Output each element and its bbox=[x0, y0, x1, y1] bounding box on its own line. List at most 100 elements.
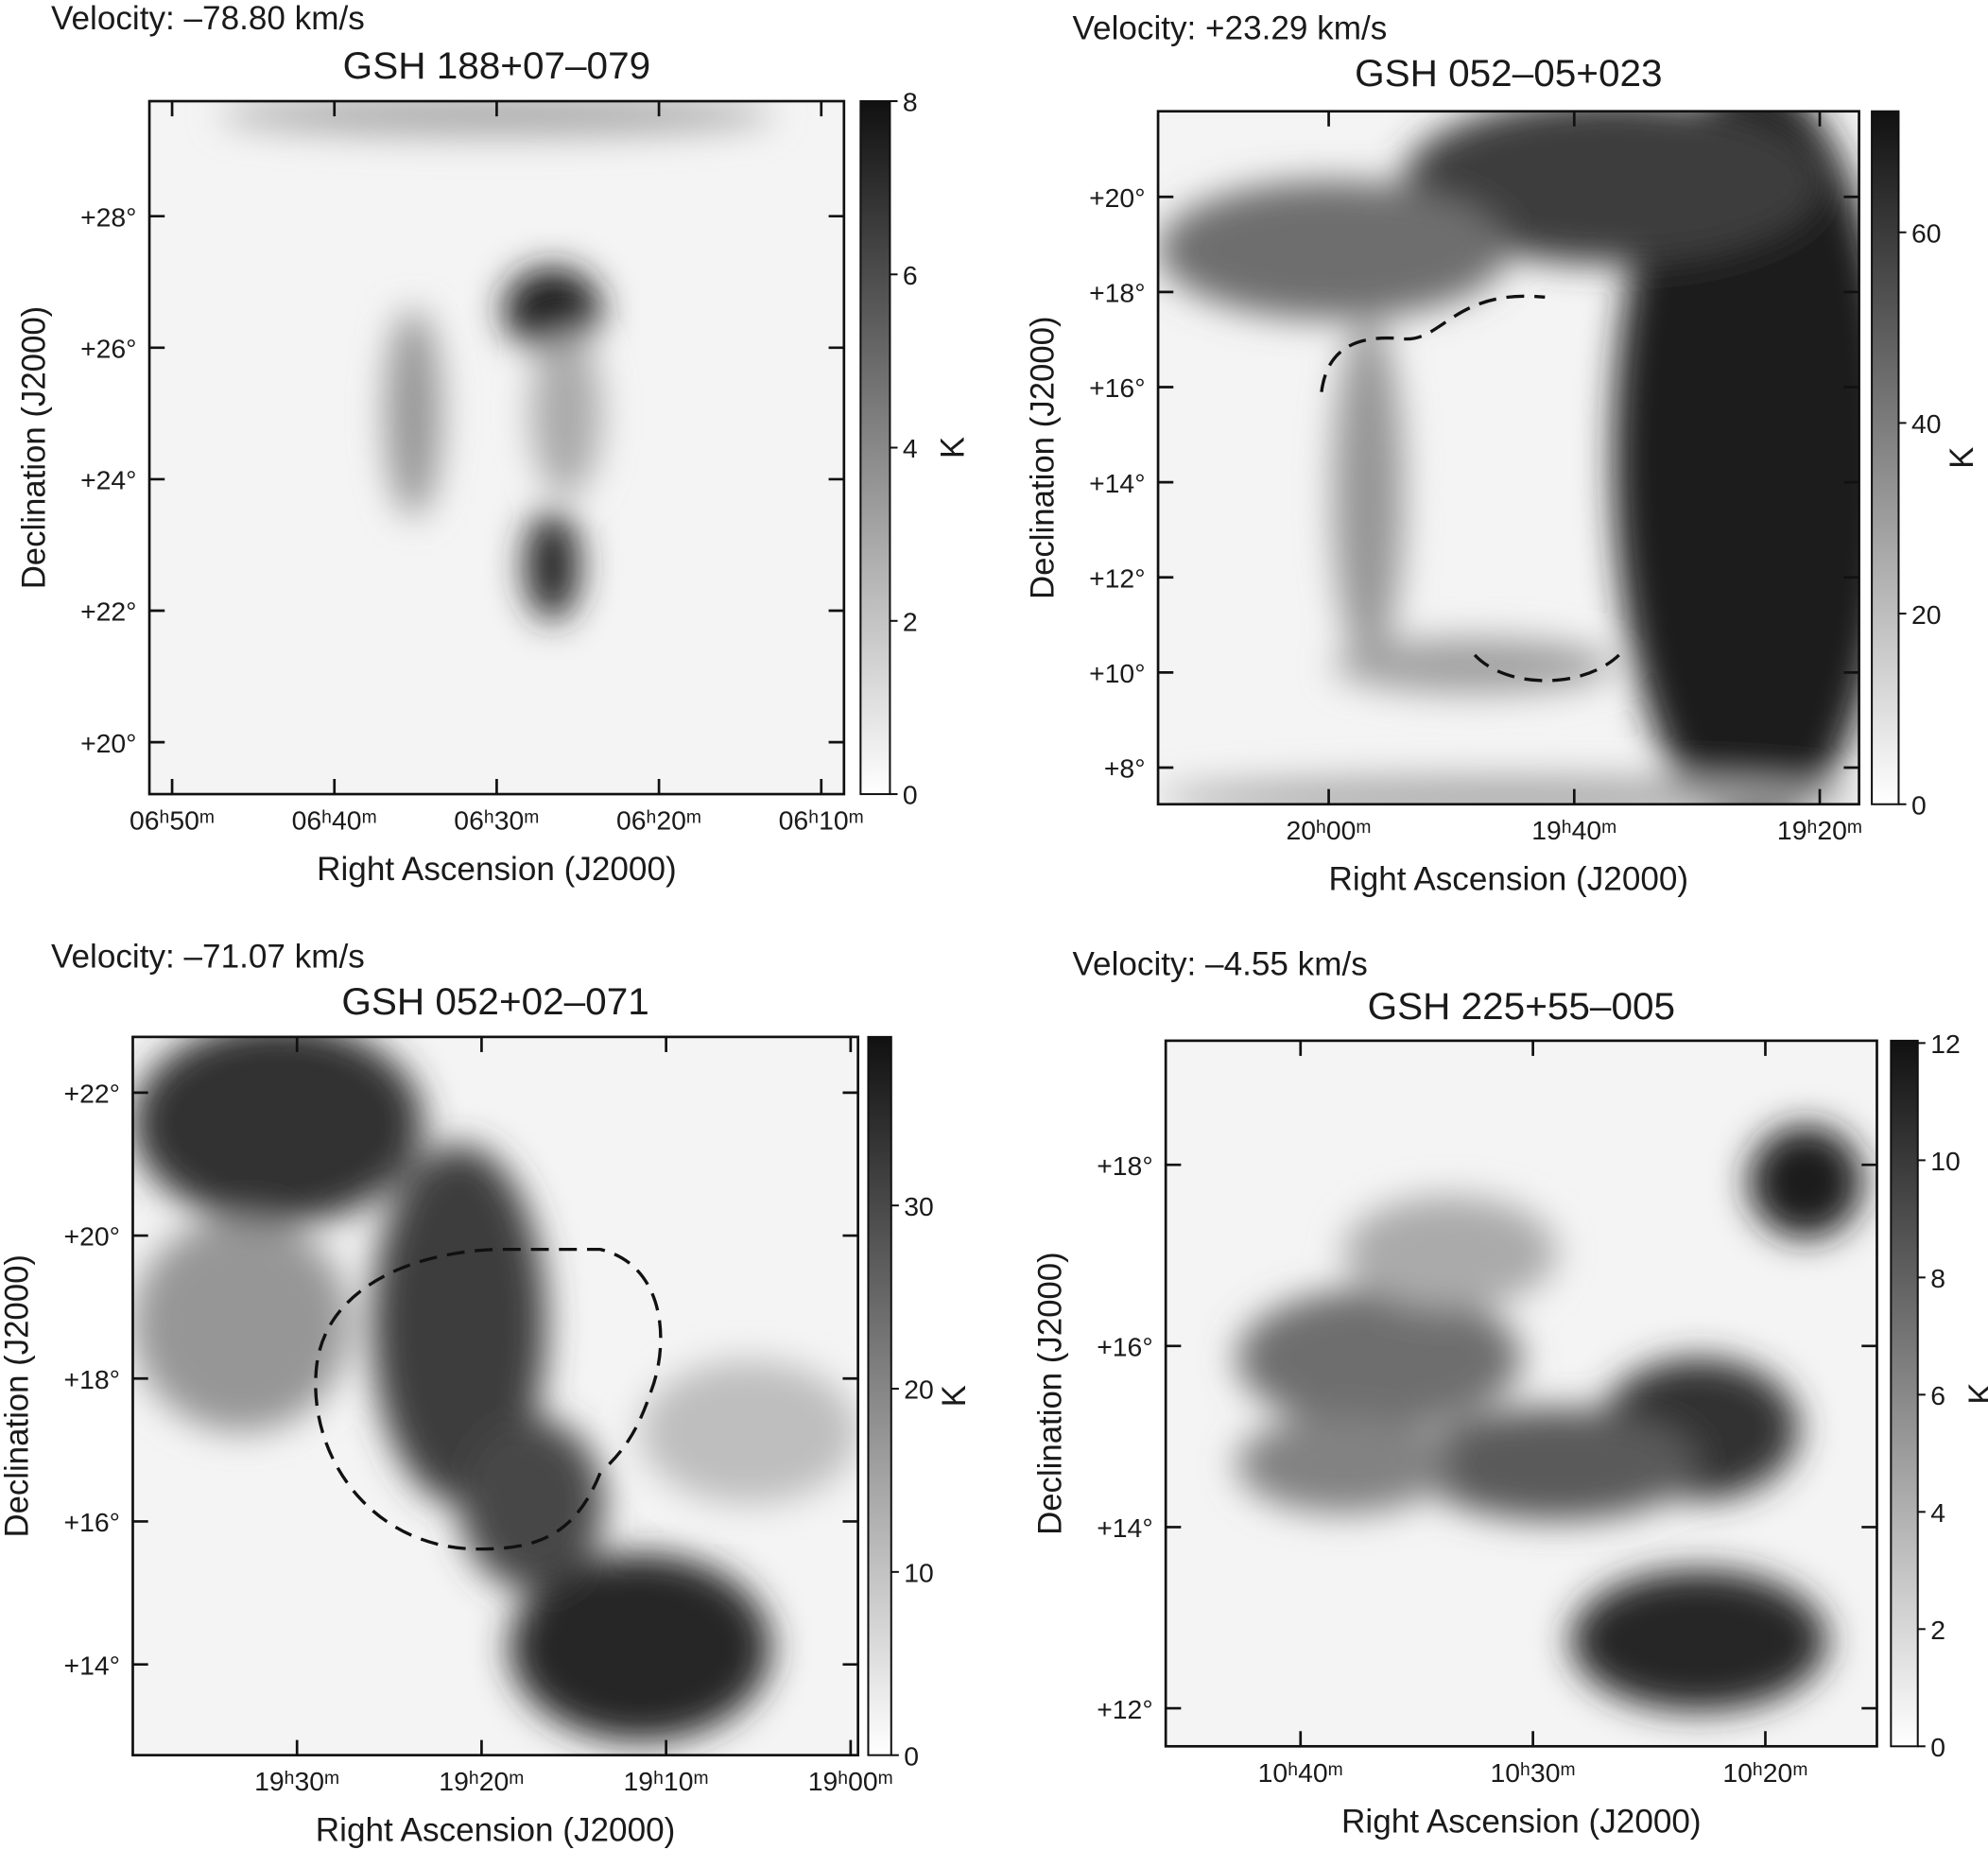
image bbox=[132, 1036, 858, 1755]
velocity-annotation: Velocity: –78.80 km/s bbox=[51, 0, 365, 37]
x-axis-label: Right Ascension (J2000) bbox=[1341, 1803, 1702, 1840]
x-tick-label: 20ʰ00ᵐ bbox=[1286, 815, 1371, 845]
image bbox=[1158, 111, 1859, 804]
colorbar-tick-label: 20 bbox=[1911, 599, 1942, 630]
velocity-annotation: Velocity: –71.07 km/s bbox=[51, 938, 365, 975]
y-tick-label: +20° bbox=[64, 1221, 120, 1252]
contour bbox=[314, 1247, 663, 1551]
colorbar-tick-label: 60 bbox=[1911, 218, 1942, 249]
y-tick-label: +20° bbox=[1089, 182, 1145, 213]
emission-blob bbox=[1236, 1414, 1451, 1513]
colorbar bbox=[859, 100, 891, 796]
emission-blob bbox=[1614, 111, 1859, 804]
chart-title: GSH 052–05+023 bbox=[1355, 51, 1662, 95]
velocity-annotation: Velocity: –4.55 km/s bbox=[1073, 945, 1368, 982]
emission bbox=[1158, 111, 1859, 804]
y-tick-label: +16° bbox=[1089, 372, 1145, 403]
emission bbox=[132, 1036, 858, 1741]
image-bg bbox=[149, 101, 844, 795]
colorbar-tick-label: 8 bbox=[1930, 1263, 1945, 1293]
x-tick-label: 10ʰ30ᵐ bbox=[1491, 1757, 1576, 1788]
emission-blob bbox=[1749, 1125, 1863, 1238]
colorbar-tick-label: 20 bbox=[904, 1375, 934, 1405]
emission-blob bbox=[531, 329, 601, 496]
y-tick-label: +18° bbox=[64, 1364, 120, 1394]
emission-blob bbox=[1403, 111, 1824, 264]
velocity-annotation: Velocity: +23.29 km/s bbox=[1073, 10, 1388, 47]
chart-title: GSH 052+02–071 bbox=[341, 979, 648, 1023]
emission-blob bbox=[510, 1553, 771, 1741]
colorbar bbox=[1890, 1039, 1919, 1748]
colorbar-tick-label: 10 bbox=[904, 1558, 934, 1588]
x-tick-label: 06ʰ40ᵐ bbox=[292, 805, 377, 836]
image bbox=[149, 101, 844, 795]
y-tick-label: +14° bbox=[1089, 468, 1145, 498]
plot-frame bbox=[1164, 1039, 1878, 1748]
emission-blob bbox=[372, 1144, 546, 1504]
emission bbox=[218, 101, 775, 621]
x-tick-label: 06ʰ30ᵐ bbox=[454, 805, 539, 836]
colorbar bbox=[1871, 110, 1900, 805]
y-tick-label: +22° bbox=[80, 596, 136, 627]
colorbar-tick-label: 0 bbox=[1930, 1732, 1945, 1762]
x-tick-label: 19ʰ30ᵐ bbox=[254, 1766, 339, 1796]
y-tick-label: +26° bbox=[80, 334, 136, 364]
x-axis-label: Right Ascension (J2000) bbox=[316, 1812, 676, 1849]
y-tick-label: +14° bbox=[64, 1650, 120, 1680]
colorbar-tick-label: 8 bbox=[903, 87, 918, 117]
emission-blob bbox=[640, 1359, 858, 1504]
y-tick-label: +12° bbox=[1097, 1694, 1152, 1724]
colorbar-tick-label: 0 bbox=[904, 1741, 919, 1772]
x-tick-label: 19ʰ10ᵐ bbox=[624, 1766, 709, 1796]
colorbar-label: K bbox=[1962, 1383, 1988, 1405]
colorbar-tick-label: 30 bbox=[904, 1191, 934, 1221]
y-tick-label: +14° bbox=[1097, 1513, 1152, 1543]
x-tick-label: 06ʰ20ᵐ bbox=[616, 805, 701, 836]
contour bbox=[1473, 653, 1620, 683]
emission-blob bbox=[132, 1216, 351, 1432]
y-tick-label: +12° bbox=[1089, 563, 1145, 594]
y-axis-label: Declination (J2000) bbox=[1024, 316, 1061, 599]
chart-title: GSH 225+55–005 bbox=[1368, 984, 1675, 1028]
emission-blob bbox=[1414, 1408, 1700, 1521]
colorbar-tick-label: 4 bbox=[1930, 1497, 1945, 1528]
contour bbox=[1320, 294, 1546, 392]
y-tick-label: +18° bbox=[1089, 278, 1145, 308]
x-axis-label: Right Ascension (J2000) bbox=[1329, 861, 1689, 898]
emission-blob bbox=[132, 1036, 424, 1224]
y-tick-label: +10° bbox=[1089, 658, 1145, 688]
x-tick-label: 06ʰ10ᵐ bbox=[779, 805, 864, 836]
emission-blob bbox=[1236, 1288, 1522, 1429]
y-tick-label: +16° bbox=[1097, 1332, 1152, 1362]
colorbar bbox=[867, 1035, 892, 1756]
y-axis-label: Declination (J2000) bbox=[0, 1254, 36, 1538]
emission-blob bbox=[1570, 1569, 1827, 1711]
y-tick-label: +8° bbox=[1104, 753, 1146, 784]
emission-blob bbox=[1158, 181, 1509, 320]
emission-blob bbox=[218, 101, 775, 136]
colorbar-tick-label: 12 bbox=[1930, 1029, 1961, 1059]
emission-blob bbox=[524, 510, 580, 621]
emission-blob bbox=[1333, 319, 1404, 666]
plot-frame bbox=[131, 1035, 860, 1757]
x-tick-label: 10ʰ40ᵐ bbox=[1258, 1757, 1343, 1788]
colorbar-tick-label: 40 bbox=[1911, 408, 1942, 439]
colorbar-label: K bbox=[936, 1385, 973, 1407]
emission-blob bbox=[1158, 776, 1859, 804]
x-axis-label: Right Ascension (J2000) bbox=[317, 851, 677, 888]
image bbox=[1166, 1040, 1877, 1747]
emission-blob bbox=[503, 267, 601, 351]
y-axis-label: Declination (J2000) bbox=[15, 306, 52, 590]
x-tick-label: 19ʰ20ᵐ bbox=[1777, 815, 1862, 845]
colorbar-tick-label: 0 bbox=[903, 780, 918, 810]
x-tick-label: 19ʰ20ᵐ bbox=[439, 1766, 524, 1796]
emission-blob bbox=[1333, 637, 1615, 694]
y-tick-label: +20° bbox=[80, 728, 136, 758]
colorbar-label: K bbox=[935, 437, 972, 458]
colorbar-label: K bbox=[1944, 447, 1980, 469]
y-axis-label: Declination (J2000) bbox=[1031, 1252, 1068, 1535]
x-tick-label: 19ʰ00ᵐ bbox=[808, 1766, 893, 1796]
emission-blob bbox=[385, 308, 441, 517]
